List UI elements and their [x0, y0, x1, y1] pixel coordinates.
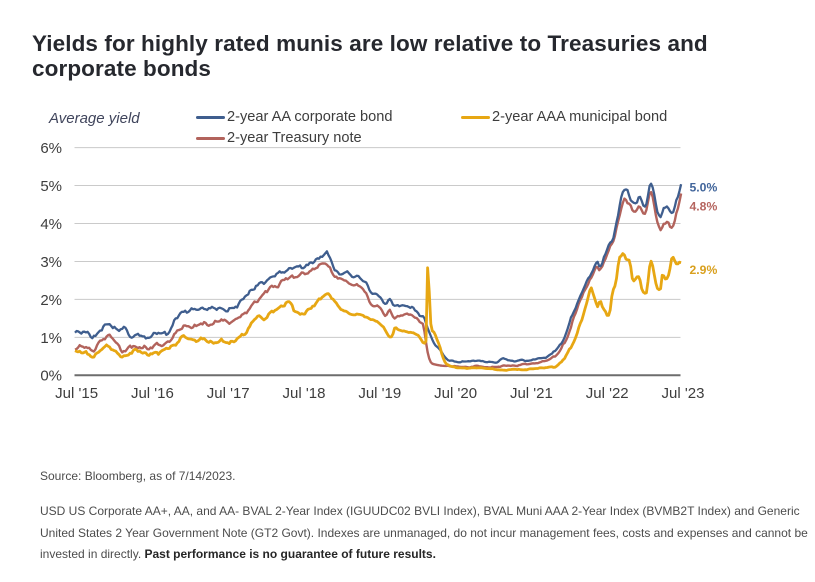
- svg-text:Jul '16: Jul '16: [131, 385, 174, 402]
- svg-text:5%: 5%: [40, 178, 62, 195]
- svg-text:Jul '18: Jul '18: [283, 385, 326, 402]
- svg-text:Jul '23: Jul '23: [662, 385, 705, 402]
- svg-text:Jul '19: Jul '19: [358, 385, 401, 402]
- svg-text:4%: 4%: [40, 216, 62, 233]
- svg-text:3%: 3%: [40, 254, 62, 271]
- svg-text:6%: 6%: [40, 140, 62, 157]
- svg-text:2.9%: 2.9%: [690, 263, 718, 277]
- svg-text:Jul '21: Jul '21: [510, 385, 553, 402]
- svg-text:4.8%: 4.8%: [690, 200, 718, 214]
- svg-text:Jul '20: Jul '20: [434, 385, 477, 402]
- svg-text:5.0%: 5.0%: [690, 181, 718, 195]
- svg-text:0%: 0%: [40, 368, 62, 385]
- svg-text:Jul '22: Jul '22: [586, 385, 629, 402]
- svg-text:2%: 2%: [40, 292, 62, 309]
- svg-text:Jul '15: Jul '15: [55, 385, 98, 402]
- svg-text:1%: 1%: [40, 330, 62, 347]
- svg-text:Jul '17: Jul '17: [207, 385, 250, 402]
